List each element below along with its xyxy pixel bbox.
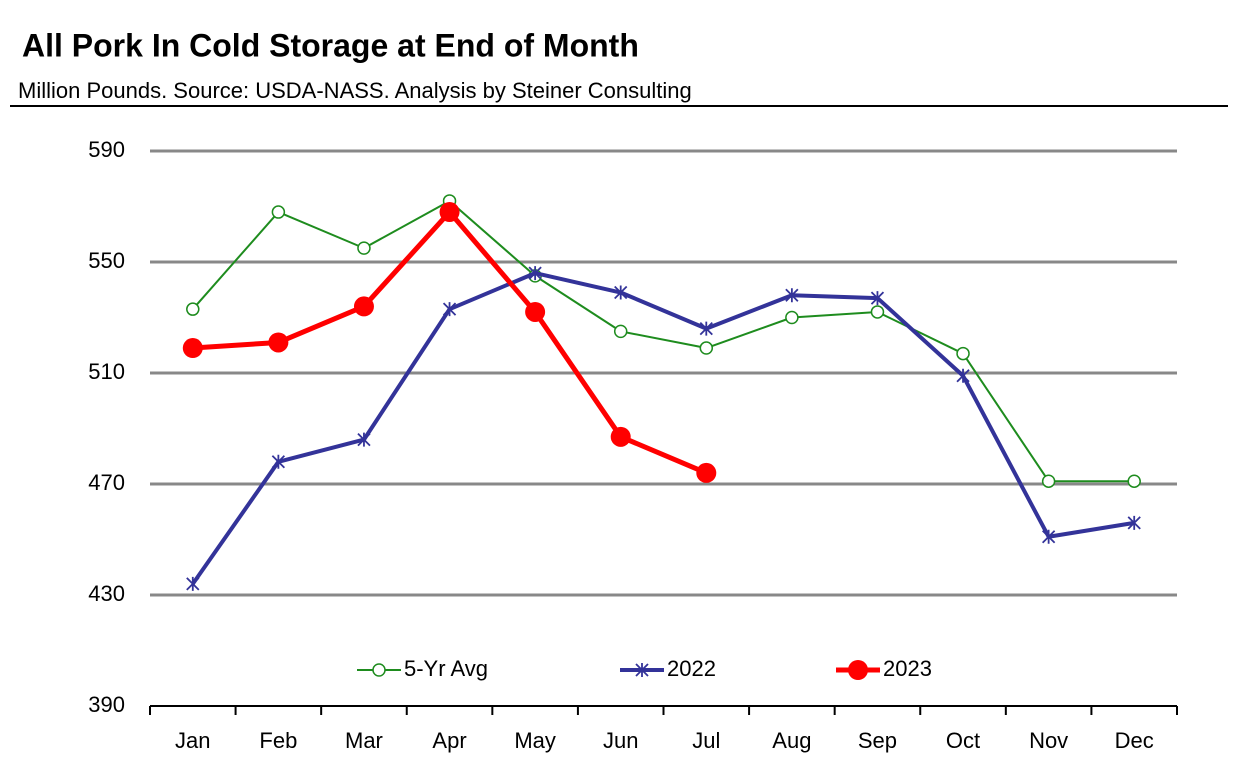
- x-tick-label: Nov: [1029, 728, 1068, 753]
- marker: [271, 454, 286, 469]
- marker: [696, 462, 717, 483]
- marker: [613, 324, 628, 339]
- marker: [870, 305, 885, 319]
- marker: [353, 296, 374, 317]
- marker: [372, 663, 386, 677]
- legend-label: 5-Yr Avg: [404, 656, 488, 681]
- chart-title: All Pork In Cold Storage at End of Month: [22, 27, 639, 63]
- x-tick-label: Aug: [772, 728, 811, 753]
- series-line: [192, 199, 1135, 483]
- marker: [785, 288, 799, 303]
- marker: [870, 291, 885, 306]
- marker: [525, 301, 546, 322]
- marker: [699, 321, 713, 336]
- marker: [268, 332, 289, 353]
- marker: [785, 310, 799, 325]
- marker: [186, 576, 200, 591]
- marker: [635, 663, 649, 677]
- y-tick-label: 510: [88, 359, 125, 384]
- marker: [699, 341, 714, 355]
- x-tick-label: Jan: [175, 728, 210, 753]
- marker: [357, 432, 371, 447]
- y-tick-label: 430: [88, 581, 125, 606]
- marker: [182, 338, 203, 359]
- marker: [271, 205, 286, 219]
- x-tick-label: Apr: [432, 728, 466, 753]
- x-tick-label: Jul: [692, 728, 720, 753]
- x-tick-label: Jun: [603, 728, 638, 753]
- marker: [357, 241, 371, 255]
- y-tick-label: 470: [88, 470, 125, 495]
- x-tick-label: Oct: [946, 728, 980, 753]
- marker: [610, 426, 631, 447]
- marker: [1127, 474, 1141, 488]
- y-tick-label: 590: [88, 137, 125, 162]
- marker: [614, 285, 628, 300]
- marker: [848, 660, 868, 680]
- x-tick-label: Feb: [259, 728, 297, 753]
- marker: [1041, 474, 1056, 488]
- y-tick-label: 550: [88, 248, 125, 273]
- marker: [439, 202, 460, 223]
- marker: [186, 302, 200, 316]
- x-tick-label: May: [514, 728, 556, 753]
- legend-label: 2023: [883, 656, 932, 681]
- marker: [1041, 529, 1056, 544]
- x-tick-label: Dec: [1115, 728, 1154, 753]
- series-line: [191, 271, 1135, 586]
- marker: [956, 346, 970, 361]
- chart-subtitle: Million Pounds. Source: USDA-NASS. Analy…: [18, 78, 692, 103]
- y-tick-label: 390: [88, 692, 125, 717]
- legend-label: 2022: [667, 656, 716, 681]
- marker: [528, 266, 542, 281]
- marker: [442, 302, 457, 317]
- x-tick-label: Mar: [345, 728, 383, 753]
- marker: [956, 368, 970, 383]
- marker: [1127, 515, 1141, 530]
- x-tick-label: Sep: [858, 728, 897, 753]
